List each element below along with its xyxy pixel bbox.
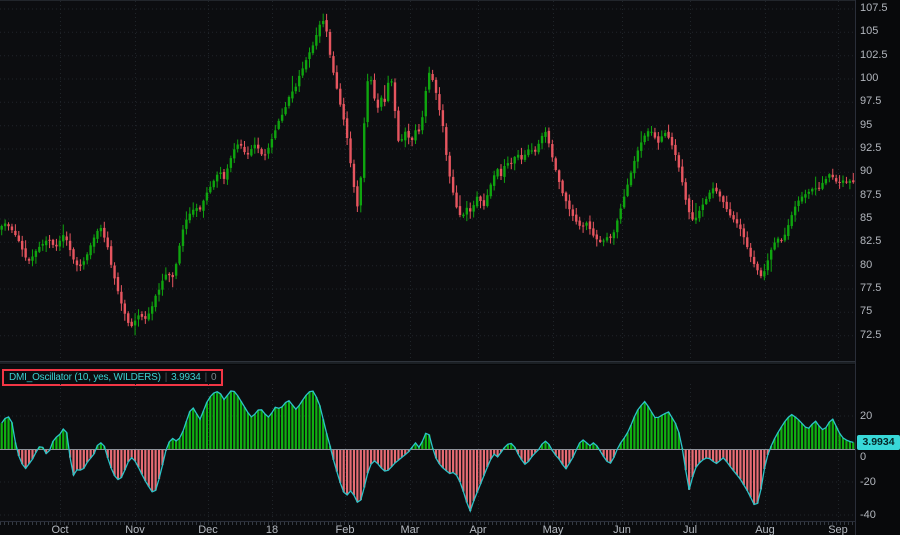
price-grid: [0, 1, 855, 361]
month-label: May: [542, 524, 564, 535]
price-tick-label: 87.5: [860, 189, 882, 201]
oscillator-up-bars: [0, 391, 855, 449]
month-label: Nov: [125, 524, 145, 535]
price-tick-label: 107.5: [860, 2, 888, 14]
price-tick-label: 95: [860, 119, 873, 131]
up-candles: [0, 21, 852, 326]
month-label: Feb: [335, 524, 355, 535]
indicator-legend-row: DMI_Oscillator (10, yes, WILDERS) | 3.99…: [2, 367, 224, 386]
price-tick-label: 97.5: [860, 95, 882, 107]
month-label: Jul: [682, 524, 698, 535]
month-label: Dec: [198, 524, 218, 535]
price-tick-label: 77.5: [860, 282, 882, 294]
oscillator-tick-label: 20: [860, 410, 873, 422]
legend-separator: |: [204, 372, 208, 383]
month-label: Apr: [469, 524, 487, 535]
month-label: Sep: [828, 524, 848, 535]
price-pane[interactable]: [0, 0, 855, 361]
oscillator-chart: [0, 384, 855, 521]
down-candles: [7, 20, 855, 326]
price-tick-label: 100: [860, 72, 879, 84]
pane-divider[interactable]: [0, 361, 900, 365]
price-tick-label: 92.5: [860, 142, 882, 154]
down-wicks: [8, 13, 854, 328]
time-axis[interactable]: Oct Nov Dec 18 Feb Mar Apr May Jun Jul Aug Sep: [0, 521, 900, 535]
price-tick-label: 72.5: [860, 329, 882, 341]
oscillator-down-bars: [17, 449, 769, 511]
price-tick-label: 75: [860, 305, 873, 317]
price-tick-label: 90: [860, 165, 873, 177]
oscillator-pane[interactable]: [0, 384, 855, 521]
price-tick-label: 105: [860, 25, 879, 37]
time-axis-minor-ticks: [0, 522, 855, 525]
price-axis[interactable]: 3.9934 107.5 105 102.5 100 97.5 95 92.5 90 87.5 8…: [855, 0, 900, 535]
oscillator-tick-label: -40: [860, 509, 876, 521]
indicator-secondary-value: 0: [210, 372, 217, 383]
indicator-value-badge: 3.9934: [857, 435, 900, 450]
month-label: Oct: [51, 524, 69, 535]
month-label: Mar: [400, 524, 420, 535]
price-tick-label: 85: [860, 212, 873, 224]
candlestick-chart: [0, 1, 855, 361]
legend-separator: |: [164, 372, 168, 383]
oscillator-tick-label: 0: [860, 451, 867, 463]
oscillator-line: [1, 390, 854, 513]
price-tick-label: 80: [860, 259, 873, 271]
month-label: Aug: [755, 524, 775, 535]
indicator-value: 3.9934: [171, 372, 201, 383]
month-label: 18: [265, 524, 279, 535]
up-wicks: [1, 13, 851, 336]
indicator-legend[interactable]: DMI_Oscillator (10, yes, WILDERS) | 3.99…: [2, 369, 224, 386]
price-tick-label: 82.5: [860, 235, 882, 247]
price-tick-label: 102.5: [860, 49, 888, 61]
indicator-name: DMI_Oscillator (10, yes, WILDERS): [9, 372, 161, 383]
month-label: Jun: [613, 524, 631, 535]
oscillator-tick-label: -20: [860, 476, 876, 488]
